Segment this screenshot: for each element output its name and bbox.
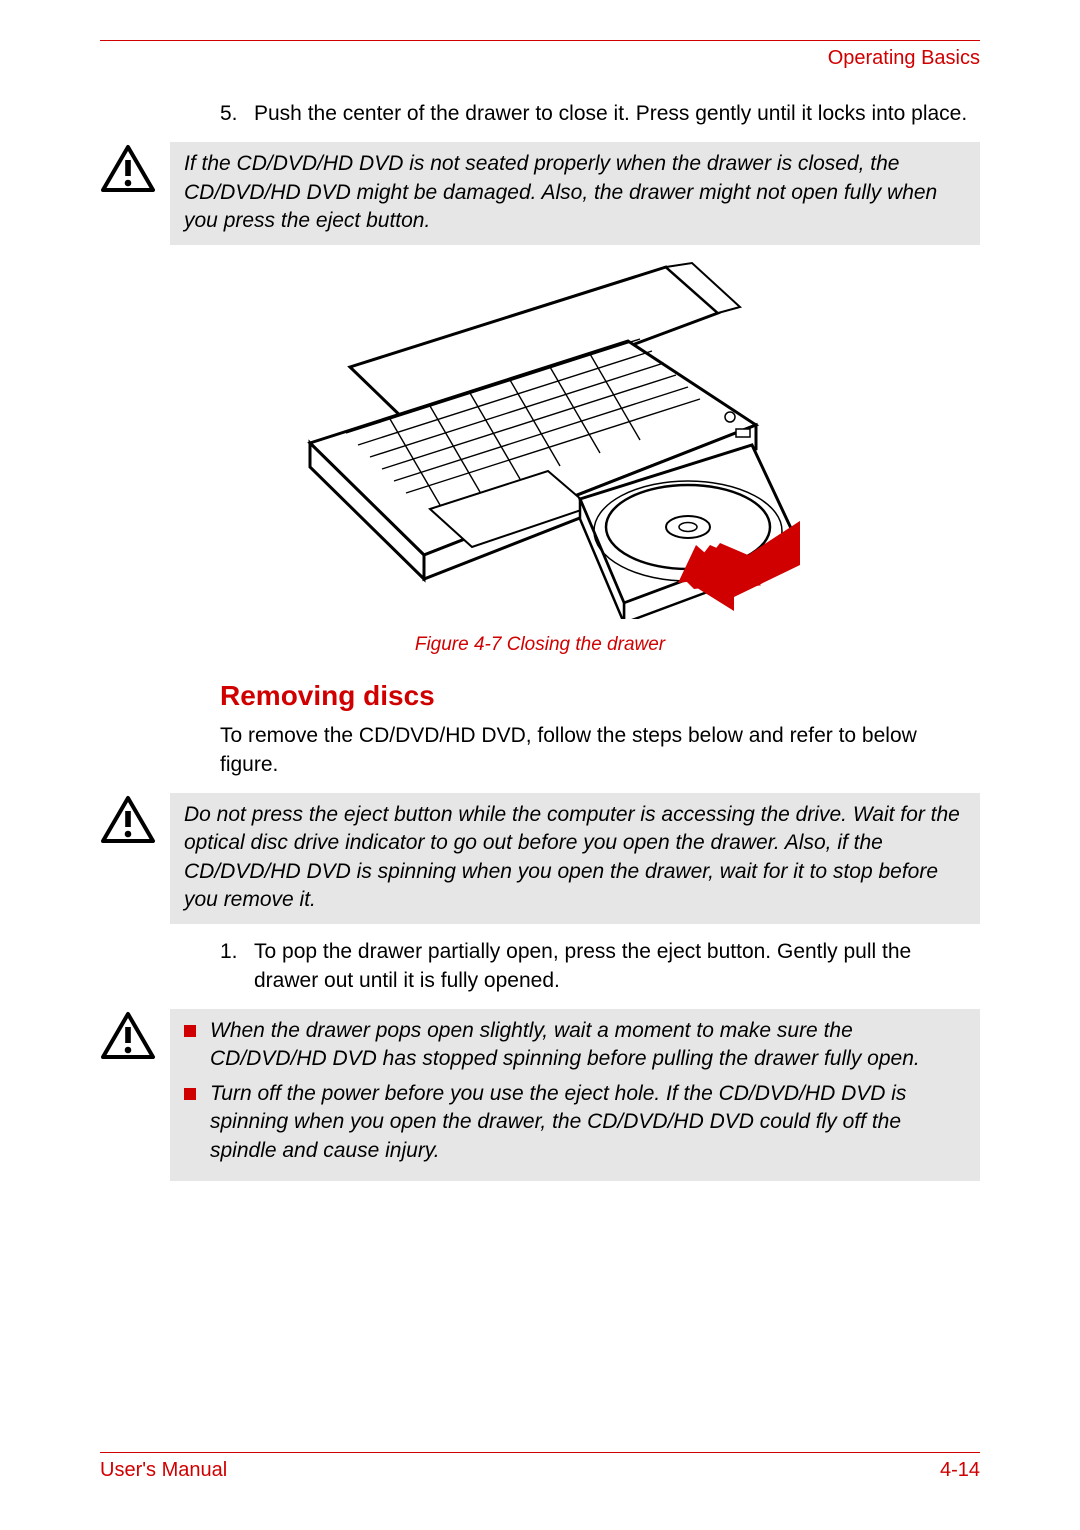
intro-paragraph: To remove the CD/DVD/HD DVD, follow the … — [220, 722, 980, 779]
content-column: 5. Push the center of the drawer to clos… — [220, 100, 980, 128]
step-text: To pop the drawer partially open, press … — [254, 938, 980, 995]
footer-rule — [100, 1452, 980, 1453]
ordered-step-5: 5. Push the center of the drawer to clos… — [220, 100, 980, 128]
page-footer: User's Manual 4-14 — [100, 1452, 980, 1482]
warning-callout-3: When the drawer pops open slightly, wait… — [100, 1009, 980, 1181]
document-page: Operating Basics 5. Push the center of t… — [0, 0, 1080, 1530]
warning-callout-2: Do not press the eject button while the … — [100, 793, 980, 924]
bullet-text: When the drawer pops open slightly, wait… — [210, 1017, 966, 1074]
warning-icon — [100, 142, 170, 245]
step-number: 5. — [220, 100, 254, 128]
figure-closing-drawer — [100, 259, 980, 624]
bullet-text: Turn off the power before you use the ej… — [210, 1080, 966, 1165]
header-rule — [100, 40, 980, 41]
warning-text: Do not press the eject button while the … — [170, 793, 980, 924]
warning-text: If the CD/DVD/HD DVD is not seated prope… — [170, 142, 980, 245]
bullet-square-icon — [184, 1080, 210, 1165]
ordered-step-1: 1. To pop the drawer partially open, pre… — [220, 938, 980, 995]
warning-icon — [100, 793, 170, 924]
warning-text: When the drawer pops open slightly, wait… — [170, 1009, 980, 1181]
section-heading-removing-discs: Removing discs — [220, 680, 980, 712]
warning-bullet-2: Turn off the power before you use the ej… — [184, 1080, 966, 1165]
laptop-drawer-illustration — [280, 259, 800, 619]
footer-left: User's Manual — [100, 1459, 227, 1482]
footer-page-number: 4-14 — [940, 1459, 980, 1482]
step-number: 1. — [220, 938, 254, 995]
warning-bullet-1: When the drawer pops open slightly, wait… — [184, 1017, 966, 1074]
bullet-square-icon — [184, 1017, 210, 1074]
warning-callout-1: If the CD/DVD/HD DVD is not seated prope… — [100, 142, 980, 245]
header-section-name: Operating Basics — [100, 47, 980, 70]
step-text: Push the center of the drawer to close i… — [254, 100, 980, 128]
warning-icon — [100, 1009, 170, 1181]
figure-caption: Figure 4-7 Closing the drawer — [100, 634, 980, 656]
